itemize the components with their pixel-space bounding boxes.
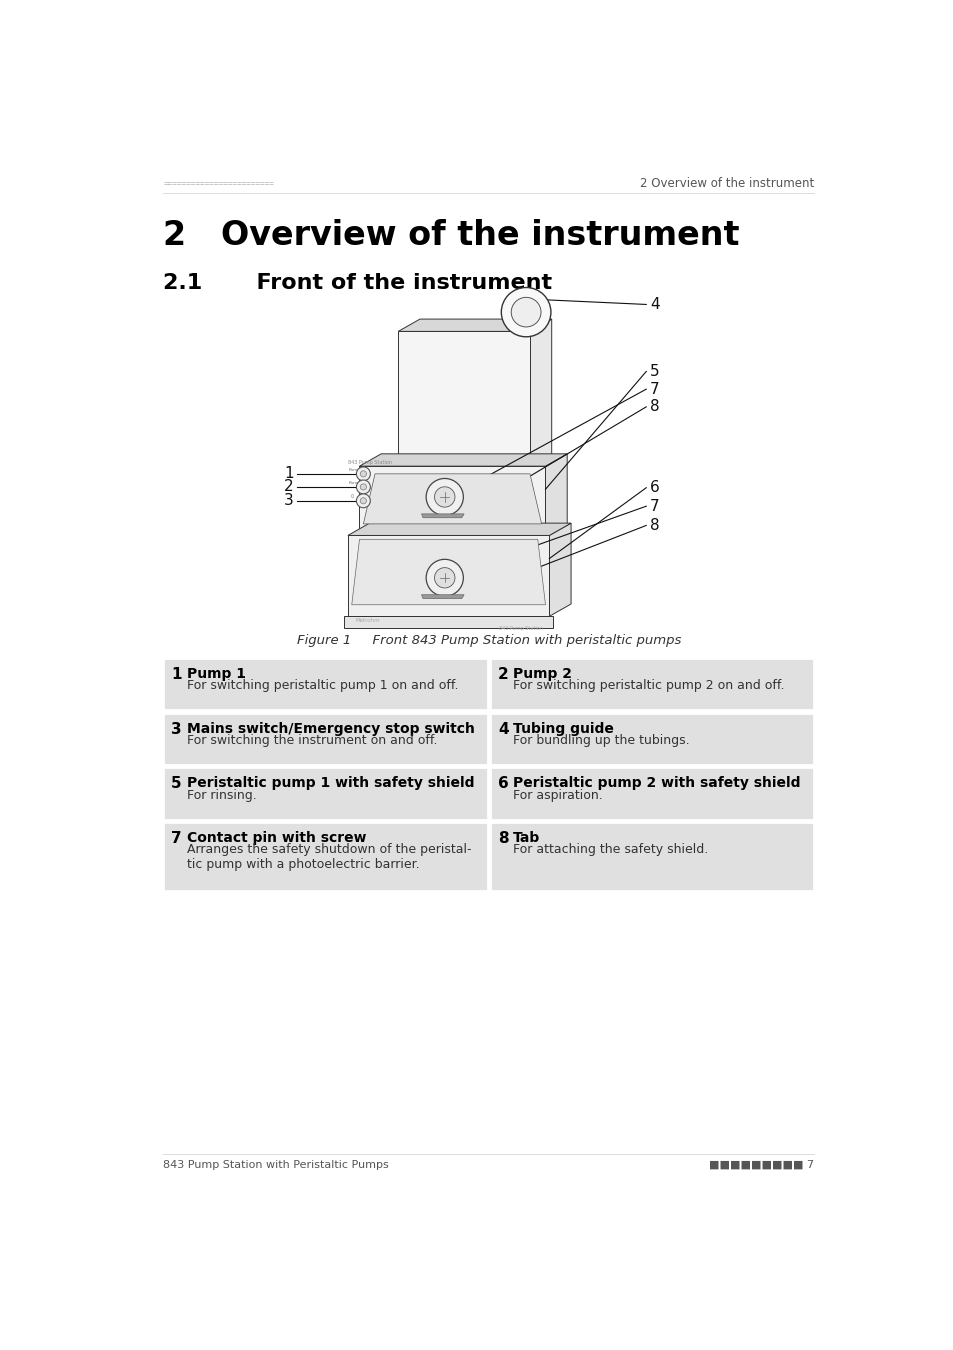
FancyBboxPatch shape (163, 822, 487, 891)
Text: 8: 8 (649, 518, 659, 533)
Text: Mains switch/Emergency stop switch: Mains switch/Emergency stop switch (187, 722, 474, 736)
Text: For switching the instrument on and off.: For switching the instrument on and off. (187, 734, 436, 747)
Text: For switching peristaltic pump 2 on and off.: For switching peristaltic pump 2 on and … (513, 679, 784, 693)
Text: 3: 3 (284, 493, 294, 509)
Text: Arranges the safety shutdown of the peristal-
tic pump with a photoelectric barr: Arranges the safety shutdown of the peri… (187, 844, 471, 872)
Text: Pump 1: Pump 1 (187, 667, 246, 682)
Circle shape (511, 297, 540, 327)
Text: Pump 2: Pump 2 (513, 667, 572, 682)
FancyBboxPatch shape (490, 767, 814, 819)
Text: 4: 4 (649, 297, 659, 312)
Text: ■■■■■■■■■ 7: ■■■■■■■■■ 7 (709, 1160, 814, 1169)
Text: 2: 2 (284, 479, 294, 494)
Text: 3: 3 (171, 722, 182, 737)
Text: Figure 1     Front 843 Pump Station with peristaltic pumps: Figure 1 Front 843 Pump Station with per… (296, 634, 680, 648)
Text: For bundling up the tubings.: For bundling up the tubings. (513, 734, 689, 747)
Text: 7: 7 (171, 832, 182, 846)
Text: 843 Pump Station: 843 Pump Station (348, 460, 392, 464)
Text: 1: 1 (171, 667, 181, 682)
Polygon shape (530, 319, 551, 470)
Text: Pump2: Pump2 (348, 481, 363, 485)
Circle shape (360, 498, 366, 504)
Text: 8: 8 (497, 832, 508, 846)
FancyBboxPatch shape (490, 713, 814, 765)
Text: 2   Overview of the instrument: 2 Overview of the instrument (163, 219, 740, 251)
Text: Peristaltic pump 1 with safety shield: Peristaltic pump 1 with safety shield (187, 776, 474, 791)
Circle shape (434, 567, 455, 589)
Polygon shape (545, 454, 567, 539)
Polygon shape (348, 536, 549, 617)
Polygon shape (421, 514, 464, 518)
FancyBboxPatch shape (490, 657, 814, 710)
Polygon shape (359, 466, 545, 539)
Text: 5: 5 (171, 776, 182, 791)
Circle shape (356, 481, 370, 494)
Polygon shape (359, 454, 567, 466)
FancyBboxPatch shape (163, 713, 487, 765)
Polygon shape (397, 319, 551, 331)
Text: For switching peristaltic pump 1 on and off.: For switching peristaltic pump 1 on and … (187, 679, 457, 693)
Text: For rinsing.: For rinsing. (187, 788, 256, 802)
Text: For attaching the safety shield.: For attaching the safety shield. (513, 844, 708, 856)
Text: 0: 0 (350, 494, 353, 499)
Text: 843 Pump Station with Peristaltic Pumps: 843 Pump Station with Peristaltic Pumps (163, 1160, 389, 1169)
Text: 6: 6 (649, 481, 659, 495)
Text: 1: 1 (284, 466, 294, 482)
Text: 7: 7 (649, 382, 659, 397)
Text: Tab: Tab (513, 832, 540, 845)
Text: For aspiration.: For aspiration. (513, 788, 602, 802)
Text: Pump1: Pump1 (348, 467, 363, 471)
Text: Metrohm: Metrohm (355, 618, 380, 622)
Text: 2 Overview of the instrument: 2 Overview of the instrument (639, 177, 814, 190)
Circle shape (360, 471, 366, 477)
Polygon shape (352, 539, 545, 605)
Polygon shape (348, 524, 571, 536)
Text: 7: 7 (649, 498, 659, 514)
Circle shape (426, 559, 463, 597)
Text: 6: 6 (497, 776, 508, 791)
Polygon shape (344, 617, 553, 628)
Circle shape (356, 494, 370, 508)
Polygon shape (363, 474, 541, 524)
Polygon shape (549, 524, 571, 617)
Polygon shape (397, 331, 530, 470)
FancyBboxPatch shape (163, 657, 487, 710)
Text: 5: 5 (649, 364, 659, 379)
Text: Contact pin with screw: Contact pin with screw (187, 832, 366, 845)
Text: Tubing guide: Tubing guide (513, 722, 614, 736)
Circle shape (500, 288, 550, 336)
Text: ========================: ======================== (163, 180, 274, 188)
Polygon shape (421, 595, 464, 598)
Text: 8: 8 (649, 400, 659, 414)
FancyBboxPatch shape (490, 822, 814, 891)
Text: 4: 4 (497, 722, 508, 737)
Circle shape (360, 483, 366, 490)
Text: 2.1       Front of the instrument: 2.1 Front of the instrument (163, 273, 552, 293)
Text: 2: 2 (497, 667, 508, 682)
Circle shape (426, 478, 463, 516)
Circle shape (434, 487, 455, 508)
Text: Peristaltic pump 2 with safety shield: Peristaltic pump 2 with safety shield (513, 776, 800, 791)
Circle shape (356, 467, 370, 481)
Text: 843 Pump Station: 843 Pump Station (498, 625, 542, 630)
FancyBboxPatch shape (163, 767, 487, 819)
